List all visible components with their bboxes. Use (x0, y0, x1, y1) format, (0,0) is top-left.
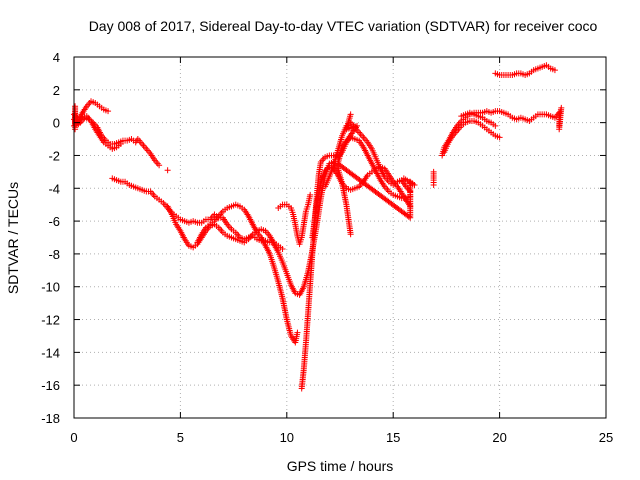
y-tick-label: -6 (48, 214, 60, 229)
grid-lines (74, 57, 606, 418)
x-tick-label: 25 (599, 430, 613, 445)
plot-frame (73, 56, 607, 419)
x-tick-label: 5 (177, 430, 184, 445)
data-point (405, 213, 412, 220)
y-tick-label: -4 (48, 181, 60, 196)
y-tick-label: -16 (41, 378, 60, 393)
y-tick-label: 4 (53, 50, 60, 65)
y-tick-label: -14 (41, 345, 60, 360)
x-tick-label: 15 (386, 430, 400, 445)
chart-title: Day 008 of 2017, Sidereal Day-to-day VTE… (89, 18, 598, 34)
axis-ticks (73, 56, 607, 419)
data-point (400, 175, 407, 182)
x-tick-labels: 0 5 10 15 20 25 (70, 430, 613, 445)
data-point (164, 167, 171, 174)
x-tick-label: 10 (280, 430, 294, 445)
x-tick-label: 20 (492, 430, 506, 445)
x-tick-label: 0 (70, 430, 77, 445)
y-tick-label: -10 (41, 280, 60, 295)
data-point (430, 181, 437, 188)
data-point (156, 162, 163, 169)
data-points (71, 62, 565, 392)
data-point (117, 140, 124, 147)
y-tick-label: -8 (48, 247, 60, 262)
data-point (279, 245, 286, 252)
x-axis-label: GPS time / hours (287, 458, 394, 474)
data-point (294, 329, 301, 336)
data-point (347, 231, 354, 238)
data-point (492, 122, 499, 129)
y-tick-label: -2 (48, 148, 60, 163)
y-tick-label: 0 (53, 116, 60, 131)
data-point (556, 126, 563, 133)
y-tick-label: 2 (53, 83, 60, 98)
y-tick-labels: -18 -16 -14 -12 -10 -8 -6 -4 -2 0 2 4 (41, 50, 60, 426)
y-axis-label: SDTVAR / TECUs (5, 182, 21, 294)
data-point (307, 191, 314, 198)
data-point (496, 134, 503, 141)
y-tick-label: -12 (41, 313, 60, 328)
data-point (551, 67, 558, 74)
y-tick-label: -18 (41, 411, 60, 426)
data-point (72, 114, 79, 121)
data-point (105, 108, 112, 115)
